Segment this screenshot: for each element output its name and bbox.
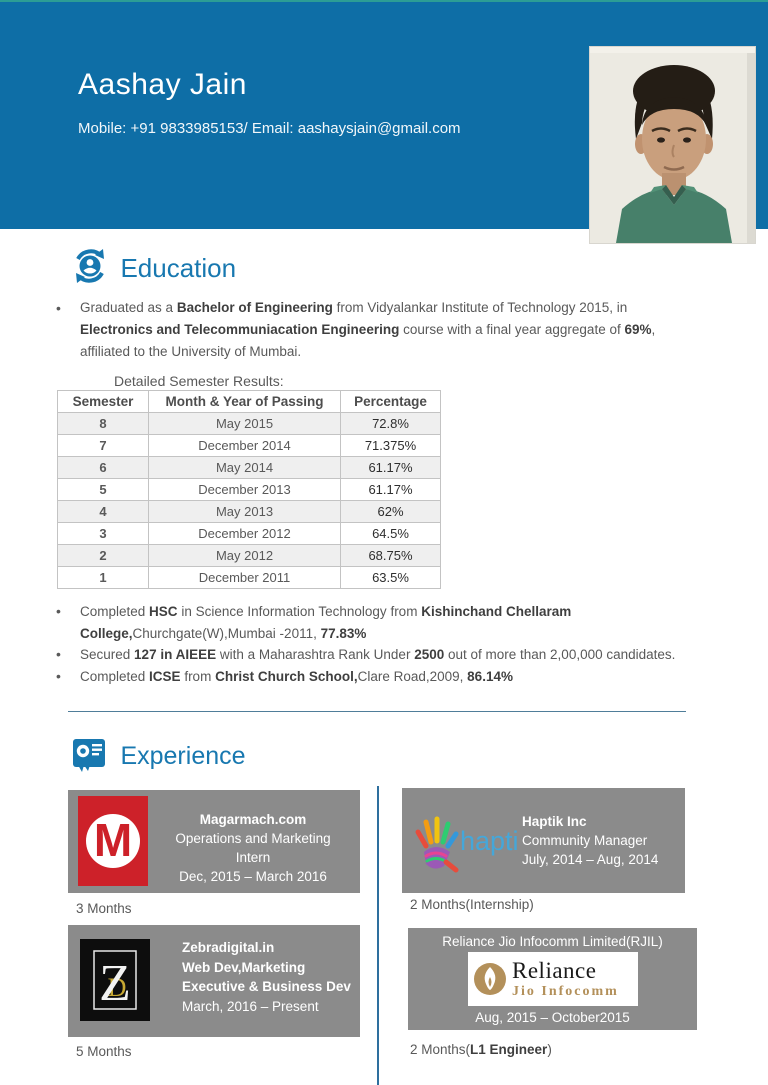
education-intro-bullet: Graduated as a Bachelor of Engineering f… bbox=[56, 297, 692, 363]
person-name: Aashay Jain bbox=[78, 68, 247, 101]
jio-infocomm-wordmark: Jio Infocomm bbox=[512, 984, 619, 999]
period: July, 2014 – Aug, 2014 bbox=[522, 852, 659, 867]
portrait-photo bbox=[590, 47, 755, 243]
semester-table-caption: Detailed Semester Results: bbox=[114, 373, 284, 389]
svg-text:D: D bbox=[108, 973, 127, 1002]
education-bullet-hsc: Completed HSC in Science Information Tec… bbox=[56, 601, 704, 644]
experience-section-header: Experience bbox=[70, 735, 246, 778]
experience-card-zebradigital: D Z Zebradigital.in Web Dev,Marketing Ex… bbox=[68, 925, 360, 1037]
role-line: Executive & Business Dev bbox=[182, 979, 351, 994]
contact-line: Mobile: +91 9833985153/ Email: aashaysja… bbox=[78, 120, 461, 137]
zebradigital-logo: D Z bbox=[80, 939, 150, 1021]
education-bullet-list: Completed HSC in Science Information Tec… bbox=[56, 601, 704, 688]
top-accent-line bbox=[0, 0, 768, 2]
company-name: Zebradigital.in bbox=[182, 940, 275, 955]
zebradigital-text: Zebradigital.in Web Dev,Marketing Execut… bbox=[182, 938, 354, 1016]
table-header-row: Semester Month & Year of Passing Percent… bbox=[57, 390, 441, 413]
col-header-semester: Semester bbox=[57, 390, 149, 413]
education-bullet-aieee: Secured 127 in AIEEE with a Maharashtra … bbox=[56, 644, 704, 666]
experience-column-divider bbox=[377, 786, 379, 1085]
role-line: Community Manager bbox=[522, 833, 648, 848]
duration-zebradigital: 5 Months bbox=[76, 1044, 132, 1059]
table-body: 8 May 2015 72.8% 7 December 2014 71.375% 6 May … bbox=[57, 412, 441, 589]
role-line: Operations and Marketing bbox=[175, 831, 331, 846]
svg-text:Z: Z bbox=[99, 955, 131, 1012]
experience-heading: Experience bbox=[120, 742, 246, 770]
reliance-flame-icon bbox=[474, 963, 506, 995]
duration-magarmach: 3 Months bbox=[76, 901, 132, 916]
company-name: Haptik Inc bbox=[522, 814, 587, 829]
education-section-header: Education bbox=[70, 246, 236, 291]
education-icon bbox=[70, 249, 114, 290]
magarmach-text: Magarmach.com Operations and Marketing I… bbox=[154, 810, 352, 886]
duration-haptik: 2 Months(Internship) bbox=[410, 897, 534, 912]
magarmach-logo: M bbox=[78, 796, 148, 886]
col-header-month: Month & Year of Passing bbox=[148, 390, 341, 413]
table-row: 7 December 2014 71.375% bbox=[57, 434, 441, 457]
experience-card-haptik: haptik Haptik Inc Community Manager July… bbox=[402, 788, 685, 893]
company-name: Magarmach.com bbox=[199, 812, 307, 827]
reliance-logo: Reliance Jio Infocomm bbox=[468, 952, 638, 1006]
col-header-percentage: Percentage bbox=[340, 390, 441, 413]
period: March, 2016 – Present bbox=[182, 998, 319, 1014]
experience-icon bbox=[70, 739, 112, 777]
table-row: 3 December 2012 64.5% bbox=[57, 522, 441, 545]
experience-card-magarmach: M Magarmach.com Operations and Marketing… bbox=[68, 790, 360, 893]
period: Aug, 2015 – October2015 bbox=[475, 1010, 630, 1025]
company-name: Reliance Jio Infocomm Limited(RJIL) bbox=[442, 934, 663, 949]
period: Dec, 2015 – March 2016 bbox=[179, 869, 327, 884]
table-row: 2 May 2012 68.75% bbox=[57, 544, 441, 567]
education-bullet-icse: Completed ICSE from Christ Church School… bbox=[56, 666, 704, 688]
duration-reliance: 2 Months(L1 Engineer) bbox=[410, 1042, 552, 1057]
section-divider bbox=[68, 711, 686, 712]
haptik-logo: haptik bbox=[412, 812, 533, 874]
semester-results-table: Semester Month & Year of Passing Percent… bbox=[57, 390, 441, 589]
experience-card-reliance: Reliance Jio Infocomm Limited(RJIL) Reli… bbox=[408, 928, 697, 1030]
table-row: 4 May 2013 62% bbox=[57, 500, 441, 523]
svg-text:M: M bbox=[94, 814, 132, 866]
table-row: 5 December 2013 61.17% bbox=[57, 478, 441, 501]
table-row: 8 May 2015 72.8% bbox=[57, 412, 441, 435]
role-line: Web Dev,Marketing bbox=[182, 959, 306, 975]
svg-text:haptik: haptik bbox=[460, 826, 518, 856]
table-row: 6 May 2014 61.17% bbox=[57, 456, 441, 479]
haptik-text: Haptik Inc Community Manager July, 2014 … bbox=[522, 812, 680, 869]
table-row: 1 December 2011 63.5% bbox=[57, 566, 441, 589]
portrait-illustration bbox=[590, 47, 755, 243]
reliance-wordmark: Reliance bbox=[512, 958, 597, 983]
education-heading: Education bbox=[120, 253, 237, 283]
role-line: Intern bbox=[235, 850, 271, 865]
